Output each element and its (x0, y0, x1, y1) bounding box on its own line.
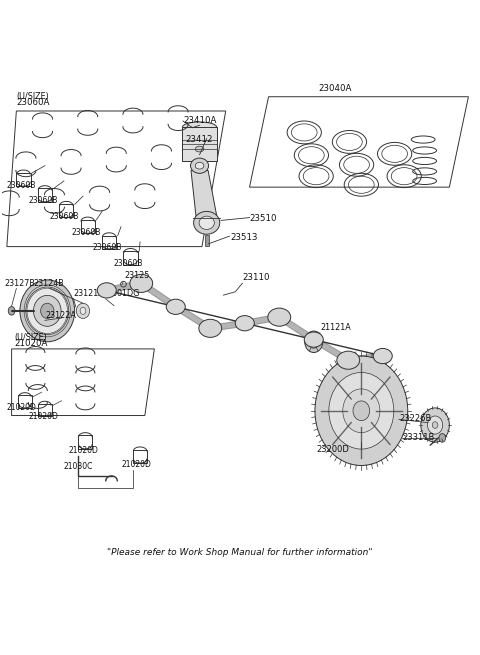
Text: 23060B: 23060B (7, 181, 36, 189)
Bar (18, 396, 32, 407)
Ellipse shape (20, 280, 75, 342)
Ellipse shape (182, 122, 216, 132)
Bar (78, 436, 93, 449)
Text: 23060B: 23060B (114, 259, 143, 268)
Text: 21030C: 21030C (64, 462, 93, 471)
Text: (U/SIZE): (U/SIZE) (14, 333, 47, 343)
Ellipse shape (315, 356, 408, 466)
Text: 23513: 23513 (230, 233, 258, 242)
Bar (81, 220, 95, 233)
Bar (16, 173, 31, 186)
Ellipse shape (199, 319, 222, 337)
Ellipse shape (305, 331, 323, 352)
Text: 21121A: 21121A (320, 324, 351, 332)
Text: 23060B: 23060B (71, 228, 100, 236)
Ellipse shape (34, 295, 61, 326)
Text: 23410A: 23410A (183, 115, 216, 124)
Ellipse shape (428, 416, 443, 434)
Ellipse shape (41, 303, 54, 318)
Ellipse shape (439, 434, 445, 442)
Text: 21020D: 21020D (7, 403, 36, 412)
Text: 23040A: 23040A (318, 84, 352, 93)
Ellipse shape (26, 287, 69, 335)
Text: 23110: 23110 (242, 273, 270, 282)
Ellipse shape (97, 283, 116, 298)
Text: 21020D: 21020D (69, 445, 98, 455)
Bar (59, 204, 73, 217)
Text: "Please refer to Work Shop Manual for further information": "Please refer to Work Shop Manual for fu… (107, 548, 373, 557)
Ellipse shape (337, 351, 360, 369)
Text: 23060B: 23060B (28, 196, 58, 205)
Ellipse shape (195, 162, 204, 169)
Text: 23127B: 23127B (4, 279, 36, 288)
Ellipse shape (166, 299, 185, 314)
Ellipse shape (309, 335, 319, 348)
Text: 1601DG: 1601DG (107, 289, 139, 298)
Text: 23311B: 23311B (403, 434, 435, 442)
Ellipse shape (304, 332, 323, 347)
Ellipse shape (76, 303, 90, 318)
Bar (133, 450, 147, 463)
Bar (38, 404, 51, 417)
Ellipse shape (8, 307, 15, 315)
Text: 23510: 23510 (250, 214, 277, 223)
Ellipse shape (235, 316, 254, 331)
Ellipse shape (199, 216, 214, 229)
Ellipse shape (421, 408, 449, 442)
Ellipse shape (432, 422, 438, 428)
Ellipse shape (130, 274, 153, 292)
Text: 23124B: 23124B (33, 279, 64, 288)
Text: 23125: 23125 (125, 271, 150, 280)
Ellipse shape (373, 348, 392, 364)
Ellipse shape (353, 401, 370, 421)
FancyBboxPatch shape (192, 162, 207, 176)
Ellipse shape (329, 373, 394, 449)
Ellipse shape (195, 146, 204, 152)
Text: 21020D: 21020D (121, 460, 151, 469)
FancyBboxPatch shape (182, 127, 216, 161)
Ellipse shape (193, 212, 220, 234)
Ellipse shape (191, 158, 209, 174)
Ellipse shape (80, 307, 86, 314)
Text: 21020D: 21020D (28, 412, 58, 421)
Text: 21020A: 21020A (14, 339, 48, 348)
Bar (205, 235, 209, 246)
Polygon shape (191, 170, 217, 218)
Text: 23060B: 23060B (93, 243, 122, 252)
Bar (102, 236, 116, 249)
Ellipse shape (268, 308, 291, 326)
Bar (38, 189, 52, 202)
Text: 23060A: 23060A (16, 98, 50, 107)
Text: 23121A: 23121A (73, 289, 104, 298)
Text: 23226B: 23226B (399, 415, 432, 423)
Text: 23122A: 23122A (45, 311, 76, 320)
Ellipse shape (194, 166, 205, 172)
Text: 23412: 23412 (185, 134, 213, 143)
Ellipse shape (343, 389, 380, 433)
Text: (U/SIZE): (U/SIZE) (16, 92, 49, 100)
Bar (123, 252, 138, 265)
Text: 23060B: 23060B (49, 212, 79, 221)
Text: 23200D: 23200D (316, 445, 349, 455)
